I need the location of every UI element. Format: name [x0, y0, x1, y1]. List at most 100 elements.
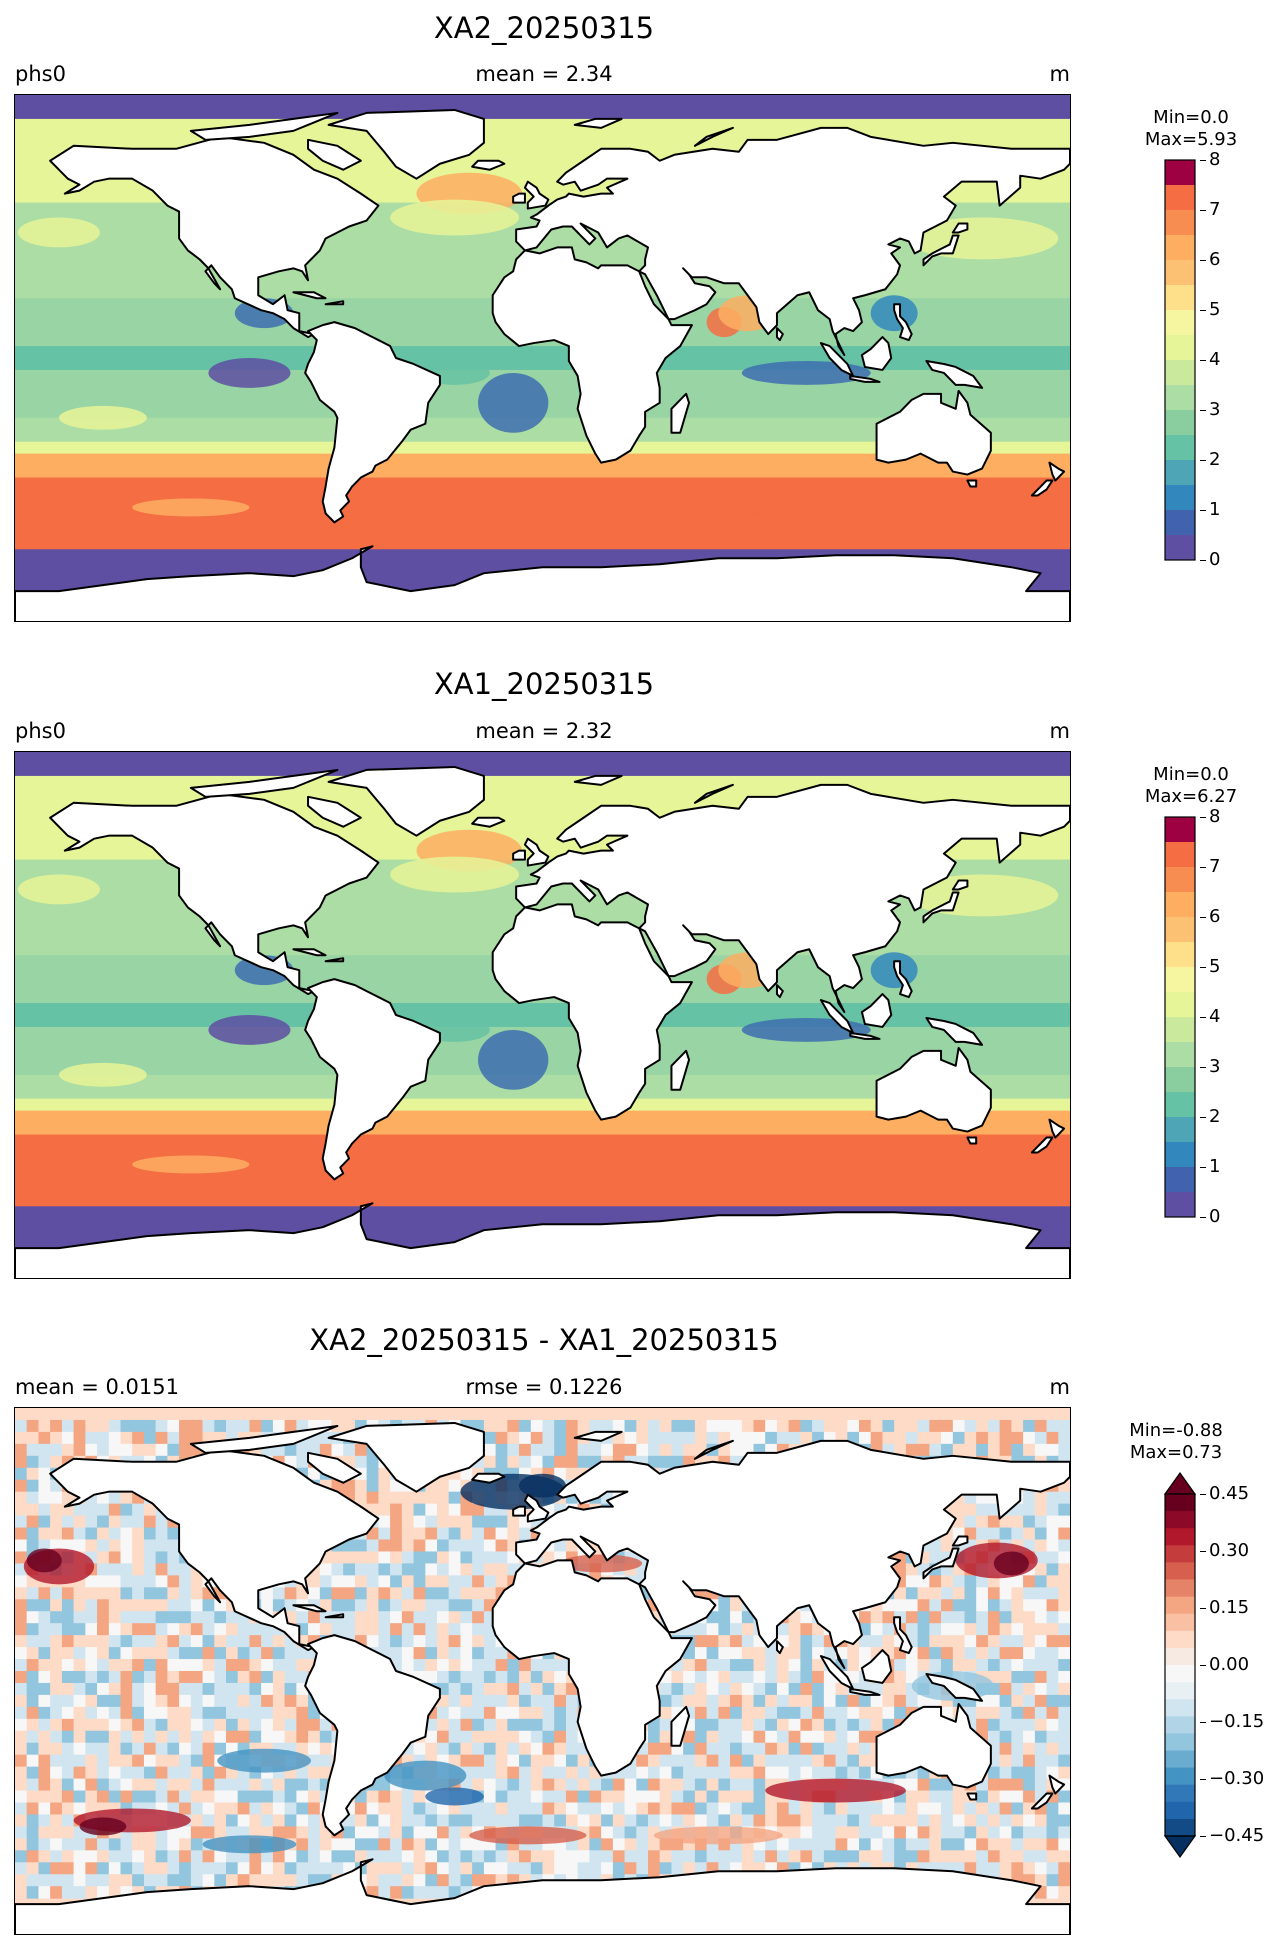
- borneo-outline: [860, 1649, 893, 1684]
- panel-3-title: XA2_20250315 - XA1_20250315: [309, 1323, 779, 1357]
- baffin-outline: [307, 1451, 362, 1484]
- svalbard-outline: [573, 117, 623, 129]
- colorbar-tick-mark: [1200, 1494, 1206, 1495]
- colorbar-tick-label: 4: [1209, 1006, 1221, 1027]
- new-zealand-north-outline: [1048, 461, 1066, 482]
- arctic-islands-outline: [189, 768, 339, 798]
- africa-outline: [491, 1559, 693, 1777]
- panel-3-colorbar-plot: [1163, 1471, 1197, 1859]
- panel-3-min: Min=-0.88: [1129, 1420, 1223, 1441]
- new-guinea-outline: [925, 359, 984, 389]
- north-america-outline: [49, 135, 380, 339]
- colorbar-tick-mark: [1200, 310, 1206, 311]
- sri-lanka-outline: [775, 1640, 784, 1655]
- java-outline: [849, 374, 881, 383]
- madagascar-outline: [670, 1049, 691, 1091]
- panel-2-title: XA1_20250315: [433, 667, 655, 701]
- borneo-outline: [860, 336, 893, 371]
- new-zealand-south-outline: [1030, 1792, 1054, 1810]
- madagascar-outline: [670, 392, 691, 434]
- arctic-islands-outline: [189, 1424, 339, 1454]
- colorbar-tick-mark: [1200, 1665, 1206, 1666]
- panel-1-mean-label: mean = 2.34: [475, 62, 613, 86]
- panel-2-max: Max=6.27: [1144, 786, 1238, 807]
- panel-1-unit-label: m: [1049, 62, 1070, 86]
- new-guinea-outline: [925, 1016, 984, 1046]
- panel-1-max: Max=5.93: [1144, 129, 1238, 150]
- philippines-outline: [893, 303, 913, 342]
- colorbar-tick-label: 0.15: [1209, 1597, 1250, 1618]
- landmasses: [15, 765, 1070, 1278]
- japan-outline: [922, 1547, 960, 1580]
- colorbar-tick-label: 0.00: [1209, 1654, 1250, 1675]
- panel-1-colorbar-plot: [1164, 159, 1196, 561]
- greenland-outline: [327, 765, 485, 837]
- colorbar-tick-mark: [1200, 410, 1206, 411]
- colorbar-tick-label: 4: [1209, 349, 1221, 370]
- colorbar-tick-mark: [1200, 1017, 1206, 1018]
- philippines-outline: [893, 960, 913, 999]
- panel-3-map-plot: [15, 1408, 1070, 1934]
- iceland-outline: [471, 159, 506, 171]
- australia-outline: [875, 1702, 992, 1789]
- new-zealand-south-outline: [1030, 1136, 1054, 1154]
- colorbar-tick-mark: [1200, 917, 1206, 918]
- panel-1-colorbar: [1164, 159, 1196, 564]
- colorbar-tick-label: 3: [1209, 1056, 1221, 1077]
- arctic-islands-outline: [189, 111, 339, 141]
- colorbar-tick-mark: [1200, 1608, 1206, 1609]
- colorbar-tick-label: 7: [1209, 856, 1221, 877]
- colorbar-tick-mark: [1200, 560, 1206, 561]
- antarctica-outline: [15, 545, 1070, 621]
- hokkaido-outline: [951, 1535, 969, 1547]
- panel-3-colorbar: [1163, 1471, 1197, 1861]
- sri-lanka-outline: [775, 327, 784, 342]
- antarctica-outline: [15, 1202, 1070, 1278]
- panel-2-mean-label: mean = 2.32: [475, 719, 613, 743]
- panel-1-map-plot: [15, 95, 1070, 621]
- panel-2-unit-label: m: [1049, 719, 1070, 743]
- colorbar-tick-mark: [1200, 867, 1206, 868]
- south-america-outline: [304, 1634, 441, 1837]
- colorbar-tick-mark: [1200, 510, 1206, 511]
- cuba-outline: [292, 1604, 327, 1613]
- colorbar-tick-label: 1: [1209, 499, 1221, 520]
- colorbar-tick-mark: [1200, 260, 1206, 261]
- hokkaido-outline: [951, 222, 969, 234]
- panel-1-map: [14, 94, 1071, 622]
- philippines-outline: [893, 1616, 913, 1655]
- panel-2-colorbar-plot: [1164, 816, 1196, 1218]
- colorbar-tick-label: 1: [1209, 1156, 1221, 1177]
- ireland-outline: [512, 849, 526, 861]
- colorbar-tick-mark: [1200, 210, 1206, 211]
- new-zealand-south-outline: [1030, 479, 1054, 497]
- colorbar-tick-mark: [1200, 160, 1206, 161]
- japan-outline: [922, 891, 960, 924]
- japan-outline: [922, 234, 960, 267]
- greenland-outline: [327, 108, 485, 180]
- great-britain-outline: [523, 180, 550, 210]
- new-zealand-north-outline: [1048, 1118, 1066, 1139]
- panel-2-min: Min=0.0: [1153, 764, 1229, 785]
- panel-2-map: [14, 751, 1071, 1279]
- great-britain-outline: [523, 837, 550, 867]
- new-zealand-north-outline: [1048, 1774, 1066, 1795]
- colorbar-tick-mark: [1200, 1217, 1206, 1218]
- colorbar-tick-label: 6: [1209, 906, 1221, 927]
- hispaniola-outline: [324, 957, 345, 963]
- tasmania-outline: [966, 1792, 978, 1801]
- colorbar-tick-label: 0.30: [1209, 1540, 1250, 1561]
- ireland-outline: [512, 192, 526, 204]
- colorbar-tick-label: −0.15: [1209, 1711, 1265, 1732]
- new-guinea-outline: [925, 1672, 984, 1702]
- tasmania-outline: [966, 1136, 978, 1145]
- cuba-outline: [292, 948, 327, 957]
- colorbar-tick-mark: [1200, 1067, 1206, 1068]
- novaya-zemlya-outline: [693, 126, 734, 147]
- colorbar-tick-label: 3: [1209, 399, 1221, 420]
- great-britain-outline: [523, 1493, 550, 1523]
- africa-outline: [491, 246, 693, 464]
- colorbar-tick-label: −0.45: [1209, 1825, 1265, 1846]
- south-america-outline: [304, 978, 441, 1181]
- panel-3-mean-label: mean = 0.0151: [15, 1375, 179, 1399]
